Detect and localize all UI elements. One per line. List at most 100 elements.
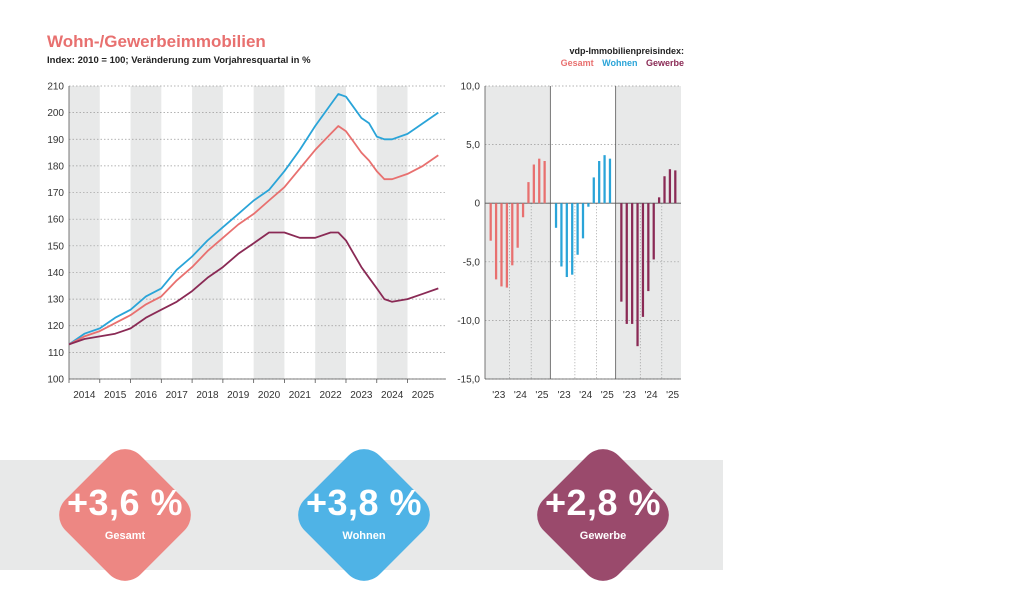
y-tick-label: 150 <box>47 241 64 252</box>
bar-wohnen <box>592 177 595 204</box>
bar-gesamt <box>543 161 546 204</box>
x-tick-label: 2021 <box>289 390 312 401</box>
y-tick-label: 180 <box>47 161 64 172</box>
bar-gesamt <box>500 203 503 287</box>
bar-x-tick-label: '23 <box>623 390 636 401</box>
bar-wohnen <box>598 161 601 204</box>
legend-item-gewerbe: Gewerbe <box>645 58 684 68</box>
kpi-gesamt-diamond <box>59 449 191 581</box>
legend-item-wohnen: Wohnen <box>602 58 638 68</box>
bar-x-tick-label: '24 <box>645 390 658 401</box>
bar-gewerbe <box>674 170 677 204</box>
bar-y-tick-label: -5,0 <box>463 257 481 268</box>
bar-x-tick-label: '25 <box>535 390 548 401</box>
x-tick-label: 2020 <box>258 390 281 401</box>
bar-wohnen <box>587 203 590 207</box>
y-tick-label: 160 <box>47 215 64 226</box>
bar-gesamt <box>489 203 492 241</box>
bar-gesamt <box>494 203 498 280</box>
y-tick-label: 110 <box>48 348 64 359</box>
year-stripe <box>69 86 100 379</box>
bar-gewerbe <box>663 176 666 204</box>
bar-x-tick-label: '23 <box>558 390 571 401</box>
y-tick-label: 100 <box>47 375 64 386</box>
bar-gesamt <box>532 164 535 204</box>
bar-wohnen <box>554 203 558 228</box>
kpi-gesamt-label: Gesamt <box>104 530 146 542</box>
year-stripe <box>192 86 223 379</box>
bar-y-tick-label: 10,0 <box>461 82 481 93</box>
kpi-gewerbe-value: +2,8 % <box>544 482 662 523</box>
x-tick-label: 2024 <box>381 390 404 401</box>
bar-gewerbe <box>636 203 639 347</box>
kpi-wohnen-shape <box>298 449 430 581</box>
line-chart-index: 100 110 120 130 140 150 160 170 180 190 200 210 2014… <box>47 82 446 401</box>
bar-gewerbe <box>647 203 650 292</box>
x-tick-label: 2014 <box>73 390 96 401</box>
bar-x-tick-label: '25 <box>601 390 614 401</box>
x-tick-label: 2023 <box>350 390 373 401</box>
charts-canvas: 100 110 120 130 140 150 160 170 180 190 200 210 2014… <box>47 82 681 401</box>
legend: vdp-Immobilienpreisindex: Gesamt Wohnen … <box>555 45 684 69</box>
kpi-gesamt: +3,6 % Gesamt <box>40 430 210 600</box>
kpi-gesamt-shape <box>59 449 191 581</box>
x-tick-label: 2018 <box>196 390 219 401</box>
kpi-gewerbe-diamond <box>537 449 669 581</box>
kpi-gewerbe-shape <box>537 449 669 581</box>
bar-x-tick-label: '25 <box>666 390 679 401</box>
bar-wohnen <box>576 203 579 255</box>
bar-gesamt <box>516 203 519 248</box>
series-line-gewerbe <box>68 231 439 346</box>
year-stripe <box>376 86 408 379</box>
bar-x-tick-label: '24 <box>579 390 592 401</box>
chart-subtitle: Index: 2010 = 100; Veränderung zum Vorja… <box>47 55 311 66</box>
bar-gewerbe <box>652 203 655 260</box>
kpi-wohnen-label: Wohnen <box>342 530 386 542</box>
x-tick-label: 2015 <box>104 390 127 401</box>
bar-gewerbe <box>657 197 661 204</box>
y-tick-label: 140 <box>47 268 64 279</box>
legend-item-gesamt: Gesamt <box>560 58 594 68</box>
y-tick-label: 190 <box>47 135 64 146</box>
x-tick-label: 2022 <box>319 390 342 401</box>
x-tick-label: 2025 <box>412 390 435 401</box>
bar-gesamt <box>521 203 525 218</box>
bar-gesamt <box>505 203 509 288</box>
bar-y-tick-label: 0 <box>474 199 480 210</box>
kpi-wohnen-diamond <box>298 449 430 581</box>
bar-gewerbe <box>668 169 672 204</box>
bar-y-tick-label: -15,0 <box>457 375 480 386</box>
y-tick-label: 130 <box>47 295 64 306</box>
y-tick-label: 120 <box>47 321 64 332</box>
y-tick-label: 210 <box>47 82 64 93</box>
x-tick-label: 2019 <box>227 390 250 401</box>
bar-gesamt <box>527 182 530 204</box>
bar-wohnen <box>565 203 568 278</box>
kpi-wohnen-value: +3,8 % <box>305 482 423 523</box>
bar-gewerbe <box>631 203 634 324</box>
bar-wohnen <box>571 203 574 275</box>
bar-gewerbe <box>620 203 623 302</box>
kpi-gewerbe-label: Gewerbe <box>579 530 627 542</box>
series-line-wohnen <box>68 93 439 346</box>
bar-gewerbe <box>641 203 645 317</box>
x-tick-label: 2016 <box>135 390 158 401</box>
bar-y-tick-label: 5,0 <box>466 140 480 151</box>
bar-y-tick-label: -10,0 <box>457 316 480 327</box>
bar-gesamt <box>538 158 541 204</box>
bar-gesamt <box>511 203 514 266</box>
y-tick-label: 200 <box>47 108 64 119</box>
chart-title: Wohn-/Gewerbeimmobilien <box>47 32 266 51</box>
bar-x-tick-label: '24 <box>514 390 527 401</box>
bar-chart-change: 10,0 5,0 0 -5,0 -10,0 -15,0 '23 '24 '25 '23 '24 '25… <box>457 82 681 401</box>
bar-wohnen <box>603 155 606 204</box>
kpi-gewerbe: +2,8 % Gewerbe <box>518 430 688 600</box>
bar-wohnen <box>608 158 612 204</box>
legend-title: vdp-Immobilienpreisindex: <box>569 46 684 56</box>
bar-gewerbe <box>625 203 628 324</box>
y-tick-label: 170 <box>47 188 64 199</box>
series-line-gesamt <box>68 125 439 346</box>
bar-wohnen <box>560 203 563 267</box>
kpi-gesamt-value: +3,6 % <box>66 482 184 523</box>
kpi-wohnen: +3,8 % Wohnen <box>279 430 449 600</box>
